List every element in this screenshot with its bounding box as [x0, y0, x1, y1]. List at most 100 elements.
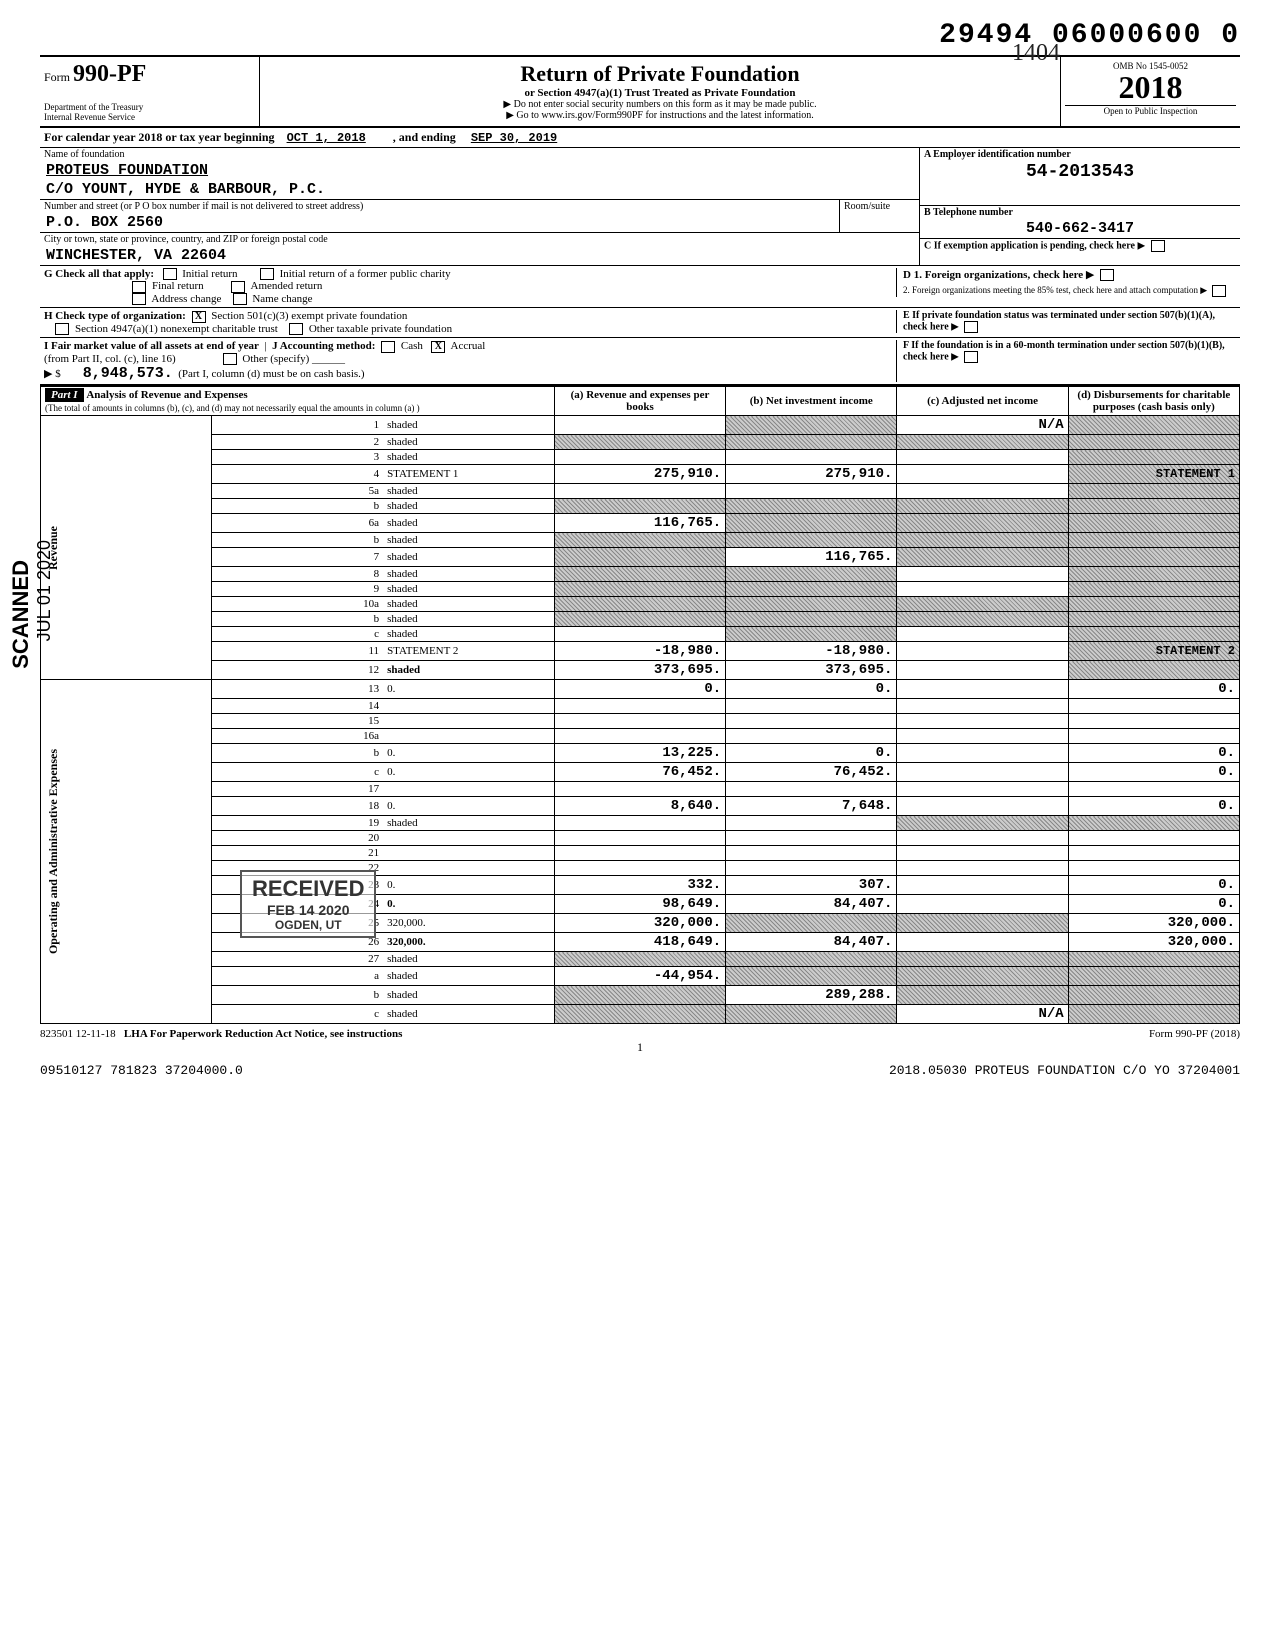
amount-cell: N/A — [897, 1005, 1068, 1024]
amount-cell — [897, 763, 1068, 782]
name-block: Name of foundation PROTEUS FOUNDATION C/… — [40, 148, 1240, 266]
amount-cell — [1068, 699, 1239, 714]
line-desc: shaded — [383, 484, 554, 499]
line-number: 12 — [212, 661, 383, 680]
amount-cell — [726, 627, 897, 642]
line-desc: shaded — [383, 952, 554, 967]
line-number: 26 — [212, 933, 383, 952]
table-row: 25320,000.320,000.320,000. — [41, 914, 1240, 933]
f-label: F If the foundation is in a 60-month ter… — [903, 340, 1225, 362]
handwritten-note: 1404 — [1012, 40, 1060, 67]
line-desc — [383, 846, 554, 861]
amount-cell: 13,225. — [554, 744, 725, 763]
table-row: 3shaded — [41, 450, 1240, 465]
j-accrual: Accrual — [451, 340, 486, 352]
form-title: Return of Private Foundation — [270, 61, 1050, 87]
amount-cell: 289,288. — [726, 986, 897, 1005]
line-desc: shaded — [383, 450, 554, 465]
amount-cell — [726, 729, 897, 744]
line-number: 9 — [212, 582, 383, 597]
amount-cell: 76,452. — [554, 763, 725, 782]
amount-cell — [1068, 416, 1239, 435]
line-number: 25 — [212, 914, 383, 933]
amount-cell — [726, 782, 897, 797]
amount-cell — [726, 714, 897, 729]
form-header: Form 990-PF Department of the Treasury I… — [40, 55, 1240, 128]
line-desc: shaded — [383, 416, 554, 435]
amount-cell — [726, 499, 897, 514]
top-header: 29494 06000600 0 — [40, 20, 1240, 51]
line-number: 7 — [212, 548, 383, 567]
amount-cell: 373,695. — [726, 661, 897, 680]
amount-cell — [1068, 816, 1239, 831]
amount-cell — [1068, 967, 1239, 986]
amount-cell — [1068, 714, 1239, 729]
line-desc — [383, 729, 554, 744]
e-label: E If private foundation status was termi… — [903, 310, 1215, 332]
amount-cell — [1068, 846, 1239, 861]
line-desc: shaded — [383, 661, 554, 680]
line-desc: 0. — [383, 797, 554, 816]
amount-cell — [554, 450, 725, 465]
amount-cell: N/A — [897, 416, 1068, 435]
part1-table: Part I Analysis of Revenue and Expenses … — [40, 386, 1240, 1024]
table-row: 10ashaded — [41, 597, 1240, 612]
h-opt3: Other taxable private foundation — [309, 323, 452, 335]
amount-cell — [897, 933, 1068, 952]
amount-cell — [1068, 582, 1239, 597]
line-number: 8 — [212, 567, 383, 582]
amount-cell: 8,640. — [554, 797, 725, 816]
footer-lha: LHA For Paperwork Reduction Act Notice, … — [124, 1028, 402, 1040]
amount-cell — [726, 435, 897, 450]
amount-cell — [897, 582, 1068, 597]
amount-cell — [554, 699, 725, 714]
amount-cell — [1068, 729, 1239, 744]
amount-cell: 373,695. — [554, 661, 725, 680]
table-row: 4STATEMENT 1275,910.275,910.STATEMENT 1 — [41, 465, 1240, 484]
name-label: Name of foundation — [40, 148, 919, 161]
amount-cell: 84,407. — [726, 895, 897, 914]
open-inspection: Open to Public Inspection — [1065, 105, 1236, 116]
amount-cell — [554, 714, 725, 729]
amount-cell — [726, 967, 897, 986]
amount-cell — [1068, 435, 1239, 450]
h-row: H Check type of organization: X Section … — [40, 308, 1240, 338]
amount-cell — [897, 699, 1068, 714]
line-number: 15 — [212, 714, 383, 729]
form-subtitle: or Section 4947(a)(1) Trust Treated as P… — [270, 87, 1050, 99]
amount-cell — [554, 1005, 725, 1024]
table-row: 22 — [41, 861, 1240, 876]
d1-label: D 1. Foreign organizations, check here — [903, 269, 1083, 281]
i-row: I Fair market value of all assets at end… — [40, 338, 1240, 386]
col-c-header: (c) Adjusted net income — [897, 387, 1068, 416]
table-row: 7shaded116,765. — [41, 548, 1240, 567]
amount-cell: 0. — [1068, 797, 1239, 816]
amount-cell — [554, 435, 725, 450]
amount-cell — [897, 895, 1068, 914]
amount-cell — [726, 416, 897, 435]
line-desc: 0. — [383, 744, 554, 763]
line-number: b — [212, 986, 383, 1005]
table-row: 21 — [41, 846, 1240, 861]
amount-cell — [1068, 986, 1239, 1005]
amount-cell — [554, 548, 725, 567]
amount-cell — [897, 782, 1068, 797]
amount-cell — [897, 967, 1068, 986]
amount-cell — [1068, 533, 1239, 548]
amount-cell: -18,980. — [726, 642, 897, 661]
line-desc: STATEMENT 1 — [383, 465, 554, 484]
table-row: b0.13,225.0.0. — [41, 744, 1240, 763]
phone: 540-662-3417 — [920, 219, 1240, 238]
table-row: 2shaded — [41, 435, 1240, 450]
line-number: a — [212, 967, 383, 986]
amount-cell — [897, 729, 1068, 744]
table-row: cshaded — [41, 627, 1240, 642]
amount-cell: 275,910. — [554, 465, 725, 484]
g-label: G Check all that apply: — [44, 268, 154, 280]
dept2: Internal Revenue Service — [44, 112, 255, 122]
amount-cell — [554, 597, 725, 612]
amount-cell: 0. — [1068, 763, 1239, 782]
j-label: J Accounting method: — [272, 340, 375, 352]
table-row: bshaded289,288. — [41, 986, 1240, 1005]
cal-end: SEP 30, 2019 — [471, 131, 557, 145]
